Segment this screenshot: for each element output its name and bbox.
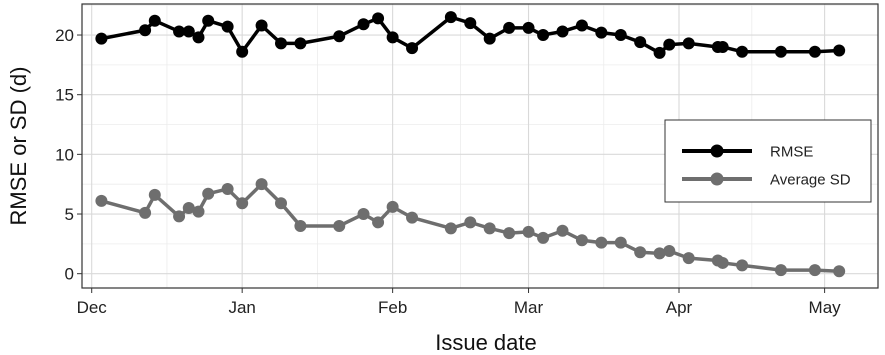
legend-label-rmse: RMSE bbox=[770, 144, 813, 161]
data-point-rmse bbox=[255, 19, 268, 32]
y-tick-label: 10 bbox=[55, 145, 74, 164]
data-point-average-sd bbox=[483, 222, 496, 235]
data-point-average-sd bbox=[357, 208, 370, 221]
data-point-average-sd bbox=[595, 236, 608, 249]
data-point-rmse bbox=[236, 45, 249, 58]
data-point-average-sd bbox=[386, 200, 399, 213]
data-point-rmse bbox=[716, 40, 729, 53]
data-point-rmse bbox=[774, 45, 787, 58]
data-point-rmse bbox=[614, 29, 627, 42]
legend: RMSE Average SD bbox=[664, 119, 872, 203]
data-point-rmse bbox=[275, 37, 287, 50]
data-point-average-sd bbox=[716, 256, 729, 269]
data-point-rmse bbox=[503, 21, 516, 34]
data-point-rmse bbox=[192, 31, 205, 44]
data-point-average-sd bbox=[221, 182, 234, 195]
data-point-rmse bbox=[537, 29, 550, 42]
data-point-rmse bbox=[202, 14, 215, 27]
x-tick-label: Feb bbox=[378, 298, 407, 317]
data-point-average-sd bbox=[614, 236, 627, 249]
legend-key-marker-average-sd bbox=[710, 172, 724, 186]
data-point-average-sd bbox=[774, 264, 787, 277]
data-point-rmse bbox=[372, 12, 385, 25]
data-point-average-sd bbox=[464, 216, 477, 229]
data-point-rmse bbox=[663, 38, 676, 51]
x-tick-label: Jan bbox=[228, 298, 255, 317]
y-tick-label: 15 bbox=[55, 86, 74, 105]
data-point-rmse bbox=[808, 45, 821, 58]
x-tick-label: Apr bbox=[666, 298, 693, 317]
data-point-average-sd bbox=[503, 227, 516, 240]
data-point-average-sd bbox=[537, 231, 550, 244]
y-tick-label: 5 bbox=[65, 205, 74, 224]
data-point-average-sd bbox=[556, 224, 569, 237]
data-point-average-sd bbox=[808, 264, 821, 277]
data-point-average-sd bbox=[173, 210, 186, 223]
data-point-rmse bbox=[682, 37, 695, 50]
legend-box bbox=[664, 119, 872, 203]
data-point-rmse bbox=[148, 14, 161, 27]
data-point-rmse bbox=[556, 25, 569, 38]
x-tick-label: Dec bbox=[77, 298, 108, 317]
data-point-average-sd bbox=[255, 178, 268, 191]
data-point-rmse bbox=[483, 32, 496, 45]
data-point-average-sd bbox=[522, 225, 535, 238]
data-point-average-sd bbox=[202, 187, 215, 200]
data-point-rmse bbox=[833, 44, 846, 57]
y-tick-label: 20 bbox=[55, 26, 74, 45]
data-point-average-sd bbox=[148, 188, 161, 201]
data-point-rmse bbox=[595, 26, 608, 39]
data-point-rmse bbox=[464, 17, 477, 30]
data-point-average-sd bbox=[294, 219, 307, 232]
data-point-average-sd bbox=[736, 259, 749, 272]
data-point-average-sd bbox=[653, 247, 666, 260]
data-point-rmse bbox=[95, 32, 108, 45]
legend-label-average-sd: Average SD bbox=[770, 172, 851, 189]
x-tick-label: May bbox=[809, 298, 842, 317]
data-point-average-sd bbox=[182, 202, 195, 215]
legend-key-marker-rmse bbox=[710, 144, 724, 158]
data-point-average-sd bbox=[95, 194, 108, 207]
data-point-rmse bbox=[406, 42, 419, 55]
data-point-rmse bbox=[575, 19, 588, 32]
data-point-rmse bbox=[736, 45, 749, 58]
x-axis: Dec Jan Feb Mar Apr May bbox=[77, 288, 842, 317]
data-point-average-sd bbox=[139, 206, 152, 219]
data-point-rmse bbox=[357, 18, 370, 31]
series-points bbox=[95, 11, 846, 278]
data-point-rmse bbox=[182, 25, 195, 38]
data-point-rmse bbox=[444, 11, 457, 24]
data-point-average-sd bbox=[372, 216, 385, 229]
data-point-average-sd bbox=[634, 246, 647, 259]
x-axis-title: Issue date bbox=[435, 330, 537, 355]
y-axis: 0 5 10 15 20 bbox=[55, 26, 82, 284]
data-point-average-sd bbox=[444, 222, 457, 235]
data-point-rmse bbox=[653, 46, 666, 59]
data-point-average-sd bbox=[406, 211, 419, 224]
y-axis-title: RMSE or SD (d) bbox=[6, 67, 31, 226]
data-point-average-sd bbox=[192, 205, 205, 218]
data-point-rmse bbox=[294, 37, 307, 50]
data-point-rmse bbox=[173, 25, 186, 38]
data-point-rmse bbox=[386, 31, 399, 44]
data-point-average-sd bbox=[236, 197, 249, 210]
data-point-rmse bbox=[333, 30, 346, 43]
data-point-average-sd bbox=[333, 219, 346, 232]
x-tick-label: Mar bbox=[514, 298, 544, 317]
data-point-average-sd bbox=[682, 252, 695, 265]
data-point-rmse bbox=[522, 21, 535, 34]
data-point-rmse bbox=[221, 20, 234, 33]
data-point-average-sd bbox=[833, 265, 846, 278]
data-point-average-sd bbox=[575, 234, 588, 247]
plot-border bbox=[81, 3, 879, 289]
data-point-average-sd bbox=[663, 245, 676, 258]
data-point-rmse bbox=[139, 24, 152, 37]
data-point-rmse bbox=[634, 36, 647, 49]
data-point-average-sd bbox=[275, 197, 287, 210]
y-tick-label: 0 bbox=[65, 265, 74, 284]
